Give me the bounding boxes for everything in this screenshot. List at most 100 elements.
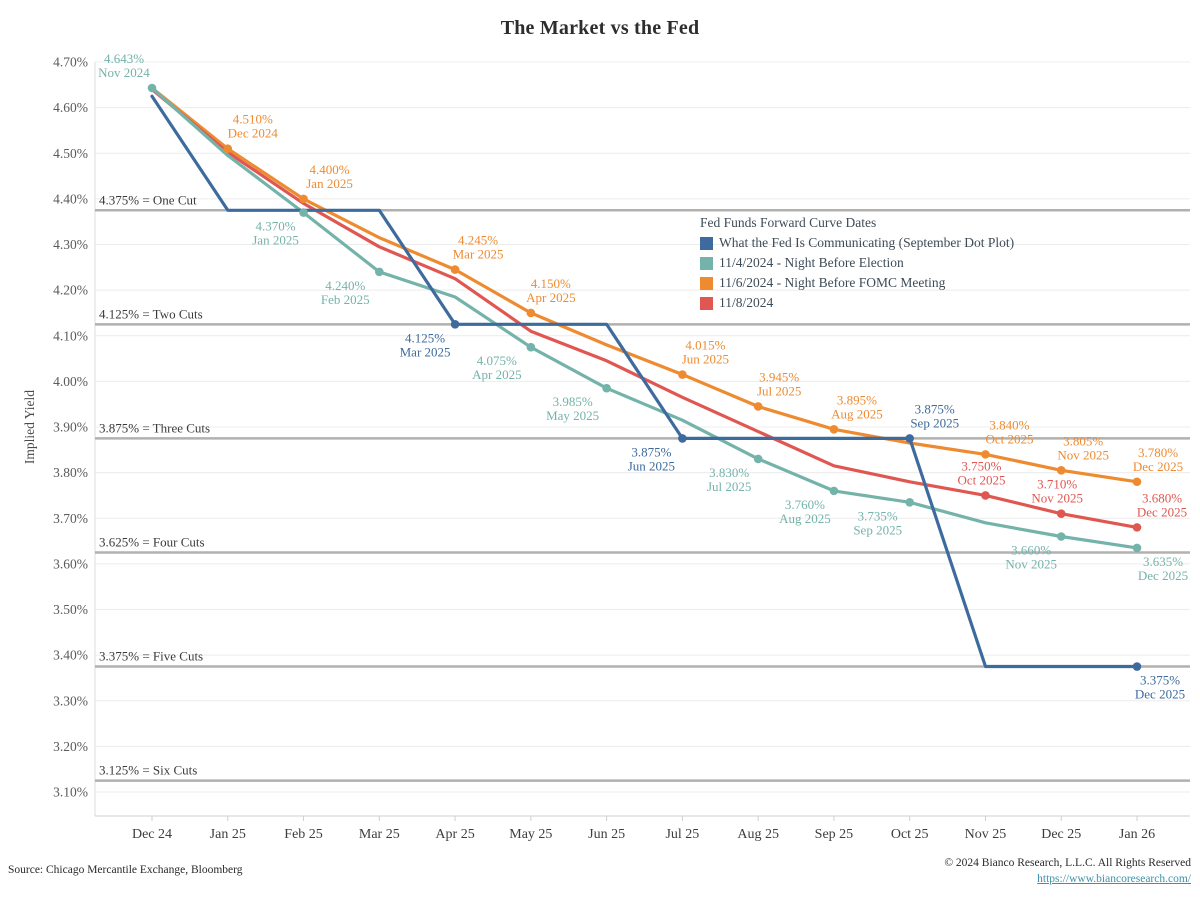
data-point-nov-4-election [375, 267, 384, 277]
data-point-label-value: 4.075% [477, 353, 517, 368]
data-point-nov-4-election [1056, 532, 1066, 541]
reference-line-label: 3.875% = Three Cuts [99, 420, 210, 435]
data-point-label-value: 3.735% [858, 508, 898, 523]
data-point-label-value: 3.830% [709, 465, 749, 480]
data-point-nov-8 [1132, 523, 1142, 532]
data-point-label-value: 3.875% [631, 444, 671, 459]
x-tick-label: Nov 25 [965, 827, 1007, 842]
legend-label: 11/6/2024 - Night Before FOMC Meeting [719, 275, 946, 290]
data-point-fed-dot-plot [678, 434, 687, 443]
y-tick-label: 3.20% [53, 739, 88, 754]
legend-items: What the Fed Is Communicating (September… [700, 233, 1014, 313]
data-point-label-value: 4.150% [531, 276, 571, 291]
data-point-nov-6-fomc [526, 308, 536, 318]
data-point-label-value: 3.750% [961, 458, 1001, 473]
data-point-label-value: 4.245% [458, 233, 498, 248]
y-tick-label: 3.40% [53, 648, 88, 663]
data-point-label-value: 4.015% [685, 338, 725, 353]
data-point-nov-4-election [526, 342, 536, 352]
data-point-nov-4-election [602, 383, 611, 393]
x-tick-label: Sep 25 [815, 827, 854, 842]
data-point-label-date: Dec 2025 [1133, 459, 1183, 474]
data-point-nov-6-fomc [753, 402, 763, 411]
y-tick-label: 4.30% [53, 237, 88, 252]
data-point-label-date: Jun 2025 [628, 458, 675, 473]
x-tick-label: Mar 25 [359, 827, 400, 842]
legend-title: Fed Funds Forward Curve Dates [700, 215, 877, 230]
data-point-label-value: 3.945% [759, 369, 799, 384]
data-point-label-date: May 2025 [546, 408, 599, 423]
reference-line-label: 3.625% = Four Cuts [99, 534, 205, 549]
x-tick-label: Dec 24 [132, 827, 172, 842]
y-tick-label: 4.10% [53, 328, 88, 343]
x-tick-label: Aug 25 [737, 827, 779, 842]
data-point-label-date: Nov 2024 [98, 65, 150, 80]
data-point-label-date: Aug 2025 [779, 511, 831, 526]
data-point-fed-dot-plot [905, 434, 914, 443]
y-tick-label: 3.30% [53, 693, 88, 708]
reference-line-label: 4.375% = One Cut [99, 192, 197, 207]
data-point-label-date: Aug 2025 [831, 406, 883, 421]
data-point-nov-4-election [299, 208, 308, 217]
data-point-label-value: 4.400% [309, 162, 349, 177]
data-point-label-value: 3.805% [1063, 433, 1103, 448]
data-point-label-value: 3.780% [1138, 445, 1178, 460]
legend-swatch-fed-dot-plot [700, 236, 713, 250]
data-point-label-date: Dec 2025 [1137, 504, 1187, 519]
data-point-label-value: 3.635% [1143, 554, 1183, 569]
data-point-label-date: Mar 2025 [400, 344, 451, 359]
data-point-label-date: Apr 2025 [472, 367, 521, 382]
source-note: Source: Chicago Mercantile Exchange, Blo… [8, 864, 243, 876]
data-point-fed-dot-plot [450, 320, 460, 329]
data-point-label-value: 3.985% [553, 394, 593, 409]
copyright-text: © 2024 Bianco Research, L.L.C. All Right… [944, 857, 1191, 869]
data-point-label-value: 3.875% [915, 401, 955, 416]
data-point-fed-dot-plot [1132, 662, 1142, 671]
x-tick-label: Dec 25 [1041, 827, 1081, 842]
data-point-label-date: Nov 2025 [1057, 447, 1109, 462]
y-tick-label: 4.40% [53, 191, 88, 206]
data-point-nov-4-election [753, 454, 763, 464]
y-tick-label: 4.20% [53, 283, 88, 298]
data-point-nov-8 [1056, 509, 1066, 518]
data-point-label-value: 4.643% [104, 51, 144, 66]
y-axis-title: Implied Yield [22, 389, 37, 465]
legend-item-fed-dot-plot: What the Fed Is Communicating (September… [700, 233, 1014, 253]
y-tick-label: 3.90% [53, 420, 88, 435]
data-point-nov-6-fomc [678, 370, 687, 379]
data-point-nov-4-election [829, 486, 839, 496]
data-point-nov-4-election [147, 83, 157, 93]
data-point-label-value: 3.375% [1140, 673, 1180, 688]
data-point-label-value: 4.510% [233, 112, 273, 127]
x-tick-label: Jul 25 [665, 827, 699, 842]
series-line-nov-4-election [150, 86, 1139, 550]
data-point-nov-6-fomc [299, 194, 308, 204]
x-tick-label: Jan 25 [210, 827, 246, 842]
x-tick-label: May 25 [509, 827, 552, 842]
y-tick-label: 4.60% [53, 100, 88, 115]
legend-label: 11/8/2024 [719, 295, 774, 310]
legend-item-nov-4-election: 11/4/2024 - Night Before Election [700, 253, 1014, 273]
y-tick-label: 3.70% [53, 511, 88, 526]
data-point-label-date: Jan 2025 [252, 233, 299, 248]
data-point-label-date: Dec 2025 [1138, 568, 1188, 583]
y-tick-label: 3.60% [53, 556, 88, 571]
data-point-nov-6-fomc [829, 424, 839, 434]
data-point-label-value: 3.680% [1142, 490, 1182, 505]
data-point-nov-6-fomc [223, 144, 233, 153]
website-link[interactable]: https://www.biancoresearch.com/ [1037, 873, 1191, 885]
data-point-label-date: Dec 2025 [1135, 687, 1185, 702]
reference-line-label: 3.375% = Five Cuts [99, 649, 203, 664]
data-point-label-date: Nov 2025 [1031, 491, 1083, 506]
x-tick-label: Apr 25 [435, 827, 474, 842]
data-point-label-value: 4.240% [325, 278, 365, 293]
data-point-label-value: 3.660% [1011, 543, 1051, 558]
data-point-nov-4-election [905, 497, 914, 507]
legend-item-nov-6-fomc: 11/6/2024 - Night Before FOMC Meeting [700, 273, 1014, 293]
legend: Fed Funds Forward Curve Dates What the F… [700, 213, 1014, 313]
legend-label: 11/4/2024 - Night Before Election [719, 255, 904, 270]
y-tick-label: 3.80% [53, 465, 88, 480]
x-tick-label: Oct 25 [891, 827, 929, 842]
